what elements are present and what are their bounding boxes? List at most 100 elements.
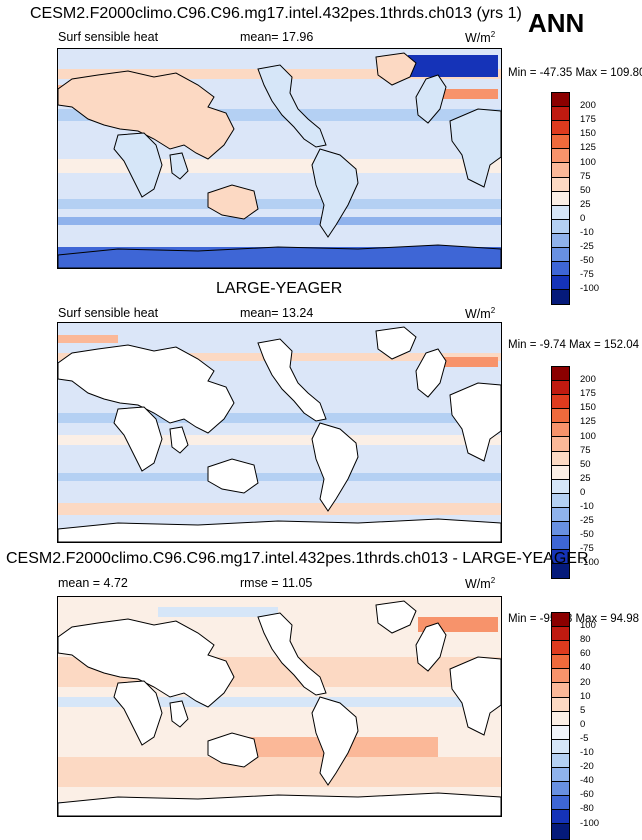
colorbar-swatch (552, 536, 569, 551)
colorbar-tick-label: -80 (580, 803, 594, 815)
colorbar-tick-label: -10 (580, 227, 594, 238)
colorbar-swatch (552, 824, 569, 839)
continent-outline (113, 406, 163, 472)
continent-outline (169, 426, 189, 454)
colorbar-tick-label: -50 (580, 255, 594, 267)
colorbar-tick-label: 175 (580, 388, 596, 400)
colorbar-swatch (552, 711, 569, 726)
colorbar-swatch (552, 437, 569, 452)
colorbar-swatch (552, 395, 569, 410)
colorbar-swatch (552, 683, 569, 698)
continent-outline (311, 696, 359, 786)
colorbar-swatch (552, 465, 569, 480)
colorbar-swatch (552, 810, 569, 825)
colorbar-swatch (552, 163, 569, 178)
colorbar-swatch (552, 290, 569, 305)
continent-outline (415, 622, 447, 672)
field-contour-band (58, 335, 118, 343)
colorbar-tick-label: -10 (580, 747, 594, 758)
colorbar-swatch (552, 493, 569, 508)
colorbar-tick-label: 150 (580, 402, 596, 414)
colorbar-tick-label: 40 (580, 662, 591, 674)
colorbar-tick-label: 80 (580, 634, 591, 646)
continent-outline (207, 184, 259, 220)
colorbar-tick-label: 175 (580, 114, 596, 126)
continent-outline (449, 382, 501, 462)
continent-outline (375, 600, 417, 634)
colorbar-tick-label: 20 (580, 676, 591, 688)
panel3-title: CESM2.F2000climo.C96.C96.mg17.intel.432p… (6, 550, 589, 567)
field-contour-band (58, 503, 501, 515)
colorbar-tick-label: 200 (580, 374, 596, 386)
colorbar-swatch (552, 613, 569, 628)
colorbar-swatch (552, 739, 569, 754)
colorbar-swatch (552, 135, 569, 150)
field-contour-band (438, 89, 498, 99)
colorbar-tick-label: -10 (580, 501, 594, 512)
colorbar-swatch (552, 248, 569, 263)
colorbar-tick-label: 50 (580, 458, 591, 470)
colorbar-swatch (552, 550, 569, 565)
continent-outline (311, 422, 359, 512)
continent-outline (257, 612, 327, 696)
continent-outline (113, 132, 163, 198)
colorbar-swatch (552, 697, 569, 712)
panel2-units: W/m2 (465, 306, 496, 322)
colorbar-swatch (552, 205, 569, 220)
continent-outline (375, 326, 417, 360)
field-contour-band (58, 757, 501, 787)
continent-outline (415, 348, 447, 398)
field-contour-band (408, 55, 498, 77)
colorbar-tick-label: 25 (580, 472, 591, 484)
field-contour-band (58, 217, 501, 225)
colorbar-swatch (552, 177, 569, 192)
colorbar-tick-label: -25 (580, 515, 594, 527)
colorbar-swatch (552, 479, 569, 494)
panel3-units: W/m2 (465, 576, 496, 592)
colorbar-swatch (552, 107, 569, 122)
field-contour-band (58, 199, 501, 209)
panel2-map (57, 322, 502, 543)
colorbar-swatch (552, 507, 569, 523)
colorbar-tick-label: 200 (580, 100, 596, 112)
colorbar-swatch (552, 564, 569, 579)
continent-outline (257, 338, 327, 422)
colorbar-swatch (552, 627, 569, 642)
panel2-variable-label: Surf sensible heat (58, 306, 159, 320)
panel1-colorbar (551, 92, 570, 306)
colorbar-tick-label: -100 (580, 817, 600, 829)
colorbar-swatch (552, 451, 569, 466)
continent-outline (375, 52, 417, 86)
continent-outline (58, 618, 235, 708)
continent-outline (449, 656, 501, 736)
colorbar-tick-label: 75 (580, 170, 591, 182)
colorbar-swatch (552, 725, 569, 740)
colorbar-swatch (552, 276, 569, 291)
colorbar-tick-label: -100 (580, 557, 600, 569)
continent-outline (449, 108, 501, 188)
panel1-units: W/m2 (465, 30, 496, 46)
field-contour-band (58, 473, 501, 481)
colorbar-tick-label: -25 (580, 241, 594, 253)
colorbar-tick-label: 150 (580, 128, 596, 140)
colorbar-tick-label: -50 (580, 529, 594, 541)
continent-outline (311, 148, 359, 238)
panel1-variable-label: Surf sensible heat (58, 30, 159, 44)
colorbar-swatch (552, 191, 569, 206)
panel3-map (57, 596, 502, 817)
colorbar-swatch (552, 262, 569, 277)
panel3-mean-label: mean = 4.72 (58, 576, 128, 590)
colorbar-tick-label: 60 (580, 648, 591, 660)
colorbar-swatch (552, 423, 569, 438)
colorbar-swatch (552, 219, 569, 234)
continent-outline (58, 792, 501, 816)
colorbar-tick-label: -60 (580, 789, 594, 801)
continent-outline (207, 732, 259, 768)
colorbar-tick-label: -75 (580, 543, 594, 555)
field-contour-band (58, 159, 501, 173)
colorbar-tick-label: -100 (580, 283, 600, 295)
continent-outline (58, 344, 235, 434)
colorbar-swatch (552, 409, 569, 424)
panel2-mean-label: mean= 13.24 (240, 306, 314, 320)
continent-outline (113, 680, 163, 746)
